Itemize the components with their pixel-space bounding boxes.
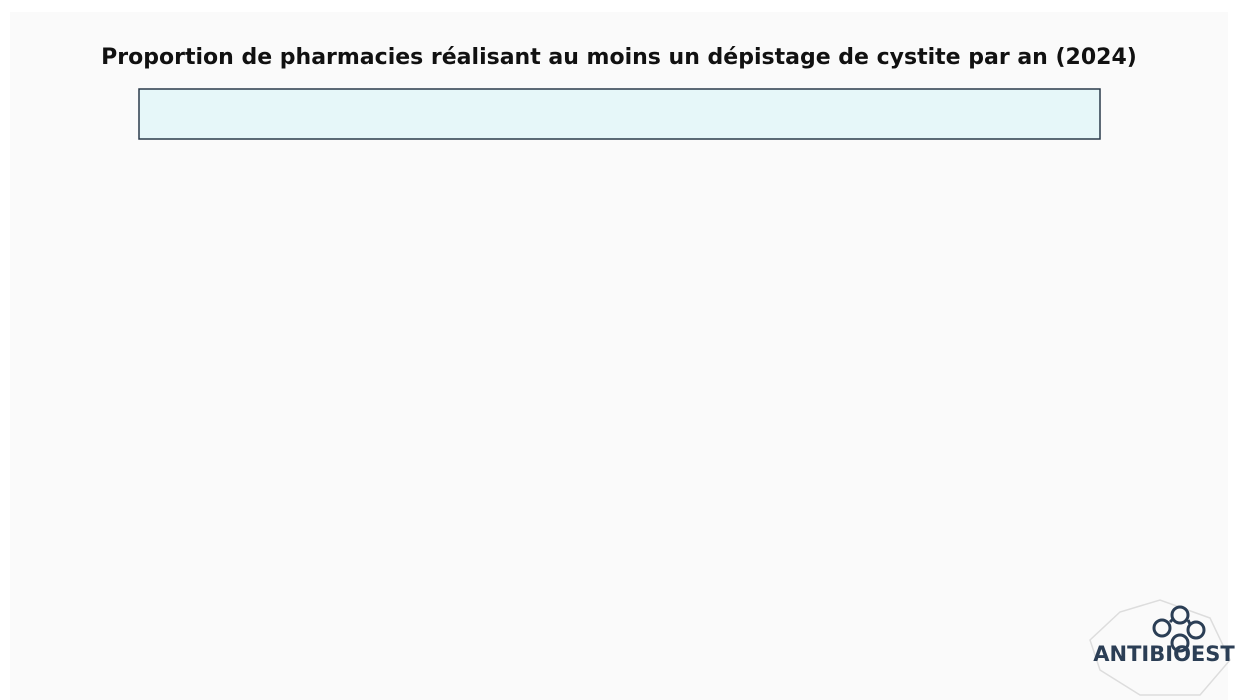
- highlight-box: [138, 88, 1101, 140]
- logo-icon: [1089, 599, 1231, 696]
- logo-text: ANTIBIOEST: [1093, 642, 1235, 666]
- chart-title: Proportion de pharmacies réalisant au mo…: [101, 45, 1137, 70]
